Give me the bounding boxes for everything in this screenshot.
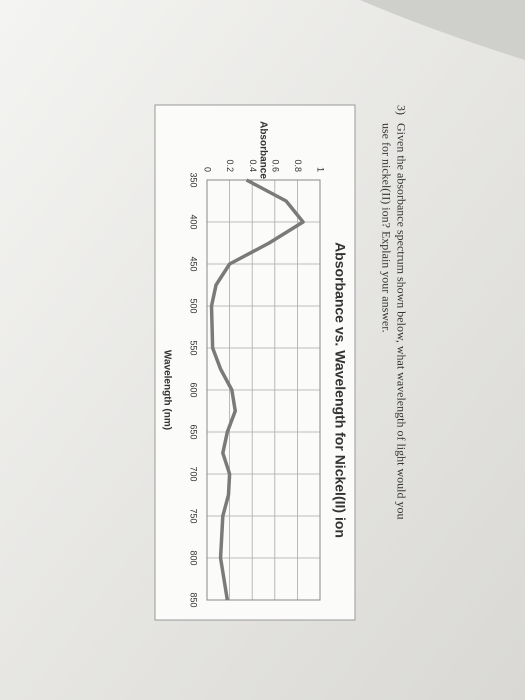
x-tick-label: 400 xyxy=(189,214,199,229)
y-tick-label: 0.4 xyxy=(248,159,258,172)
y-tick-label: 0.8 xyxy=(293,159,303,172)
plot-area xyxy=(206,179,321,601)
x-tick-label: 700 xyxy=(189,466,199,481)
x-tick-label: 850 xyxy=(189,592,199,607)
x-axis-label: Wavelength (nm) xyxy=(161,350,172,430)
y-tick-label: 0 xyxy=(203,167,213,172)
chart-title: Absorbance vs. Wavelength for Nickel(II)… xyxy=(332,242,348,538)
question-line: use for nickel(II) ion? Explain your ans… xyxy=(379,123,393,333)
x-tick-label: 600 xyxy=(189,382,199,397)
y-axis-label: Absorbance xyxy=(257,121,268,179)
x-tick-label: 750 xyxy=(189,508,199,523)
x-tick-label: 350 xyxy=(189,172,199,187)
x-tick-label: 800 xyxy=(189,550,199,565)
y-tick-label: 1 xyxy=(316,167,326,172)
notebook-edge xyxy=(360,0,525,60)
x-tick-label: 500 xyxy=(189,298,199,313)
chart-frame xyxy=(154,104,356,621)
x-tick-label: 650 xyxy=(189,424,199,439)
y-tick-label: 0.2 xyxy=(225,159,235,172)
worksheet: 3) Given the absorbance spectrum shown b… xyxy=(154,104,408,621)
x-tick-label: 450 xyxy=(189,256,199,271)
x-tick-label: 550 xyxy=(189,340,199,355)
line xyxy=(209,178,305,601)
question-number: 3) xyxy=(394,105,408,115)
question-line: Given the absorbance spectrum shown belo… xyxy=(394,123,408,519)
y-tick-label: 0.6 xyxy=(270,159,280,172)
